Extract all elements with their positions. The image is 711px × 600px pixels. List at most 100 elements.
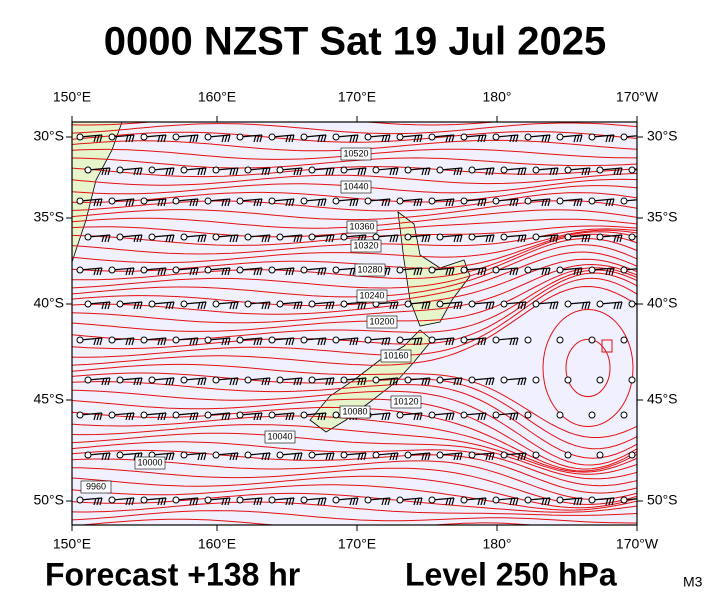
station	[180, 233, 188, 241]
station	[428, 336, 436, 344]
wind-barb	[573, 497, 577, 506]
wind-barb	[163, 337, 167, 346]
wind-barb	[325, 234, 329, 243]
wind-barb	[125, 198, 129, 207]
wind-barb	[317, 412, 321, 421]
station	[140, 336, 148, 344]
contour	[72, 251, 637, 307]
station	[588, 133, 596, 141]
wind-barb	[104, 377, 108, 386]
wind-barb	[131, 198, 135, 207]
wind-barb	[360, 301, 364, 310]
station	[500, 233, 508, 241]
wind-barb	[192, 267, 196, 276]
station	[492, 266, 500, 274]
wind-barb	[293, 167, 297, 176]
wind-barb	[189, 134, 193, 143]
station	[76, 496, 84, 504]
station	[524, 336, 532, 344]
wind-barb	[160, 412, 164, 421]
wind-barb	[424, 452, 428, 461]
wind-barb	[256, 198, 260, 207]
lat-label: 45°S	[33, 391, 64, 407]
station	[204, 133, 212, 141]
wind-barb	[541, 198, 545, 207]
wind-barb	[360, 377, 364, 386]
station	[84, 300, 92, 308]
wind-barb	[93, 412, 97, 421]
station	[564, 300, 572, 308]
wind-barb	[491, 234, 495, 243]
wind-barb	[448, 198, 452, 207]
wind-barb	[477, 337, 481, 346]
wind-barb	[104, 452, 108, 461]
wind-barb	[157, 412, 161, 421]
wind-barb	[631, 302, 637, 305]
contour	[72, 432, 637, 480]
wind-barb	[581, 167, 585, 176]
wind-barb	[641, 268, 643, 275]
wind-barb	[96, 198, 100, 207]
wind-barb	[349, 198, 353, 207]
station	[564, 376, 572, 384]
wind-barb	[235, 377, 239, 386]
wind-barb	[649, 168, 651, 175]
contour	[72, 458, 637, 500]
wind-barb	[107, 167, 111, 176]
station	[460, 496, 468, 504]
wind-barb	[387, 412, 391, 421]
station	[204, 411, 212, 419]
wind-barb	[293, 452, 297, 461]
wind-barb	[579, 134, 583, 143]
wind-barb	[649, 235, 651, 242]
contour	[72, 237, 637, 289]
station	[428, 133, 436, 141]
wind-barb	[128, 198, 132, 207]
station	[372, 451, 380, 459]
wind-barb	[491, 377, 495, 386]
wind-barb	[576, 267, 580, 276]
station	[116, 233, 124, 241]
contour-label-box	[264, 430, 296, 444]
wind-barb	[459, 301, 463, 310]
wind-barb	[256, 267, 260, 276]
wind-barb	[136, 167, 140, 176]
station	[204, 496, 212, 504]
station	[332, 496, 340, 504]
wind-barb	[427, 234, 431, 243]
wind-barb	[291, 198, 295, 207]
wind-barb	[547, 134, 551, 143]
wind-barb	[509, 198, 513, 207]
title: 0000 NZST Sat 19 Jul 2025	[104, 20, 607, 64]
contour-label-box	[340, 147, 372, 161]
station	[500, 376, 508, 384]
wind-barb	[384, 198, 388, 207]
station	[500, 300, 508, 308]
wind-barb	[323, 497, 327, 506]
wind-barb	[288, 198, 292, 207]
wind-barb	[171, 377, 175, 386]
station	[524, 266, 532, 274]
station	[108, 266, 116, 274]
contour-label: 10280	[357, 264, 382, 274]
station	[76, 266, 84, 274]
contour	[72, 285, 637, 366]
wind-barb	[227, 337, 231, 346]
wind-barb	[488, 452, 492, 461]
wind-barb	[232, 167, 236, 176]
wind-barb	[197, 167, 201, 176]
wind-barb	[325, 377, 329, 386]
wind-barb	[451, 134, 455, 143]
wind-barb	[320, 412, 324, 421]
wind-barb	[107, 234, 111, 243]
level-label: Level 250 hPa	[405, 556, 617, 592]
wind-barb	[104, 301, 108, 310]
station	[236, 336, 244, 344]
contour	[72, 267, 637, 332]
wind-barb	[192, 134, 196, 143]
station	[620, 411, 628, 419]
wind-barb	[477, 497, 481, 506]
wind-barb	[517, 234, 521, 243]
station	[172, 133, 180, 141]
wind-barb	[517, 377, 521, 386]
